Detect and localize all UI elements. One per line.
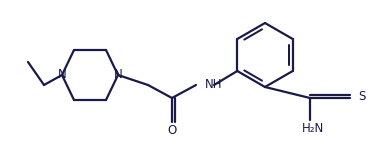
Text: NH: NH [205,78,222,92]
Text: O: O [167,123,176,136]
Text: H₂N: H₂N [302,122,324,135]
Text: N: N [58,69,66,81]
Text: N: N [114,69,122,81]
Text: S: S [358,90,366,103]
